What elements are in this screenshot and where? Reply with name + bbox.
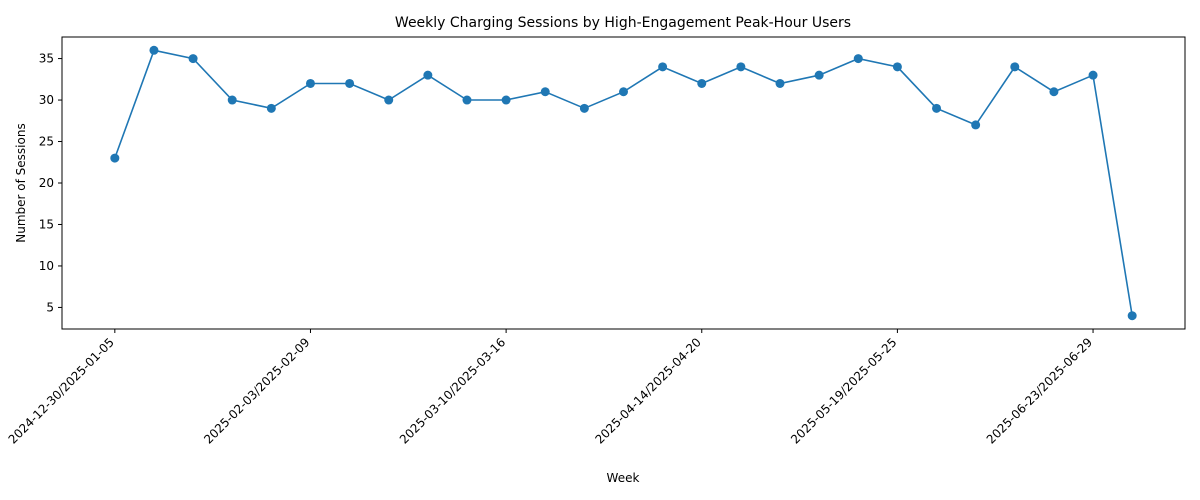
y-tick-label: 30 xyxy=(39,93,54,107)
data-point xyxy=(619,87,628,97)
y-axis-label: Number of Sessions xyxy=(14,123,28,242)
x-tick-label: 2025-05-19/2025-05-25 xyxy=(788,335,899,446)
data-point xyxy=(384,95,394,105)
x-tick-label: 2025-02-03/2025-02-09 xyxy=(201,335,312,446)
data-point xyxy=(775,78,785,88)
data-point xyxy=(932,103,942,113)
data-point xyxy=(697,78,707,88)
x-axis-label: Week xyxy=(607,471,640,485)
data-point xyxy=(462,95,472,105)
data-point xyxy=(658,62,668,72)
data-point xyxy=(423,70,433,80)
y-tick-label: 15 xyxy=(39,217,54,231)
axes-frame xyxy=(61,36,1186,330)
data-point xyxy=(540,87,550,97)
data-point xyxy=(853,54,863,64)
data-point xyxy=(736,62,746,72)
data-point xyxy=(814,70,824,80)
data-point xyxy=(188,54,198,64)
y-tick-label: 25 xyxy=(39,135,54,149)
data-point xyxy=(1088,70,1098,80)
data-point xyxy=(1127,311,1137,321)
y-tick-label: 35 xyxy=(39,52,54,66)
data-point xyxy=(501,95,511,105)
data-point xyxy=(345,78,355,88)
data-point xyxy=(110,153,120,163)
data-point xyxy=(266,103,276,113)
x-tick-label: 2025-04-14/2025-04-20 xyxy=(592,335,703,446)
y-tick-label: 20 xyxy=(39,176,54,190)
data-point xyxy=(971,120,981,130)
data-point xyxy=(149,45,159,55)
data-point xyxy=(1010,62,1020,72)
y-tick-label: 10 xyxy=(39,259,54,273)
data-point xyxy=(227,95,237,105)
data-point xyxy=(305,78,315,88)
data-point xyxy=(1049,87,1059,97)
data-point xyxy=(892,62,902,72)
x-tick-label: 2025-03-10/2025-03-16 xyxy=(397,335,508,446)
x-tick-label: 2025-06-23/2025-06-29 xyxy=(984,335,1095,446)
y-tick-label: 5 xyxy=(46,300,54,314)
x-tick-label: 2024-12-30/2025-01-05 xyxy=(6,335,117,446)
chart-title: Weekly Charging Sessions by High-Engagem… xyxy=(395,15,851,31)
plot-area: 5 10 15 20 25 30 35 2024-12-30/2025-01-05 2025-0… xyxy=(6,36,1186,447)
data-point xyxy=(579,103,589,113)
